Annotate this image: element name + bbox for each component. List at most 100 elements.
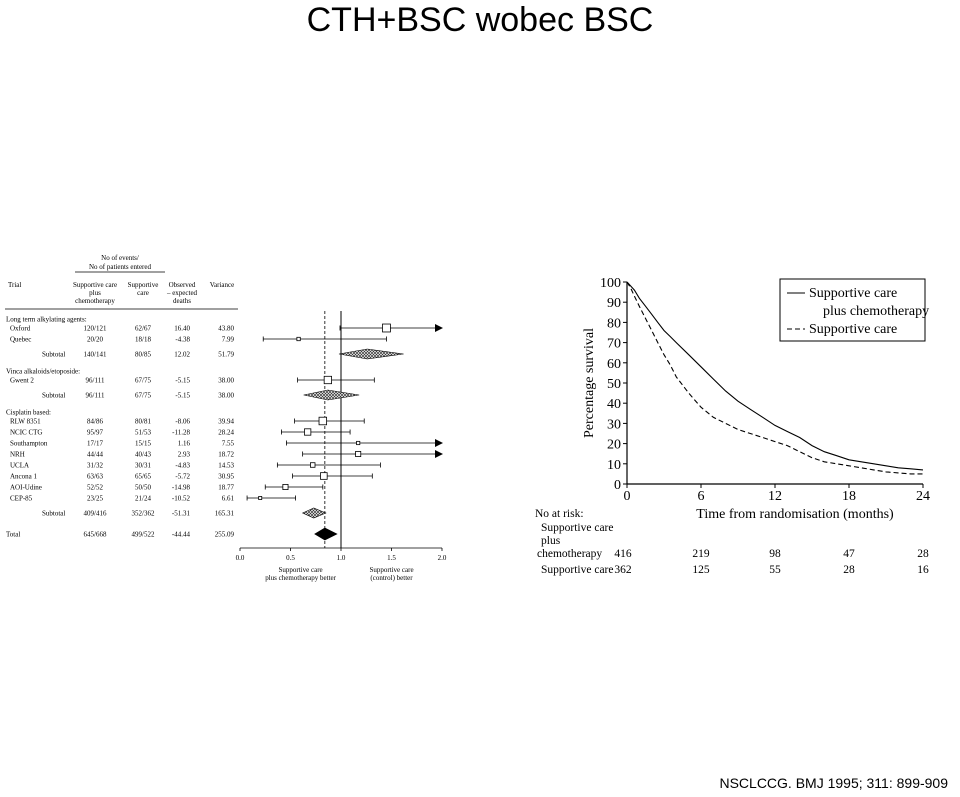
point-estimate	[320, 472, 328, 480]
y-tick-label: 100	[600, 276, 621, 291]
slide-title: CTH+BSC wobec BSC	[306, 1, 654, 39]
cell-support: 50/50	[135, 484, 151, 492]
cell-oe: -5.15	[175, 377, 190, 385]
cell-variance: 39.94	[218, 418, 234, 426]
cell-chemo: 31/32	[87, 462, 103, 470]
x-tick-label: 0.0	[236, 554, 245, 562]
cell-support: 30/31	[135, 462, 151, 470]
legend-label-supportive-care: Supportive care	[809, 322, 897, 337]
cell-chemo: 409/416	[84, 510, 107, 518]
cell-variance: 43.80	[218, 325, 234, 333]
x-tick-label: 6	[698, 489, 705, 504]
x-axis-label: Time from randomisation (months)	[696, 507, 894, 522]
y-tick-label: 20	[607, 438, 621, 453]
cell-oe: -51.31	[172, 510, 191, 518]
cell-chemo: 23/25	[87, 495, 103, 503]
y-tick-label: 80	[607, 316, 621, 331]
col-variance-header: Variance	[210, 281, 234, 289]
point-estimate	[356, 440, 361, 446]
cell-variance: 165.31	[215, 510, 235, 518]
cell-support: 80/85	[135, 351, 151, 359]
trial-name: Quebec	[10, 336, 31, 344]
trial-name: NRH	[10, 451, 25, 459]
at-risk-value: 416	[614, 548, 632, 560]
cell-variance: 6.61	[222, 495, 235, 503]
cell-support: 18/18	[135, 336, 151, 344]
x-tick-label: 1.5	[387, 554, 396, 562]
header-events-group: No of patients entered	[89, 263, 152, 271]
cell-chemo: 84/86	[87, 418, 103, 426]
y-tick-label: 90	[607, 296, 621, 311]
y-tick-label: 70	[607, 337, 621, 352]
cell-support: 51/53	[135, 429, 151, 437]
at-risk-row-label: Supportive care	[541, 564, 614, 576]
legend-label-chemotherapy: Supportive care	[809, 286, 897, 301]
trial-name: Ancona 1	[10, 473, 38, 481]
at-risk-value: 219	[692, 548, 710, 560]
cell-variance: 30.95	[218, 473, 234, 481]
x-tick-label: 12	[768, 489, 782, 504]
at-risk-value: 55	[769, 564, 781, 576]
col-support-header: Supportive	[128, 281, 159, 289]
cell-variance: 51.79	[218, 351, 234, 359]
trial-name: Southampton	[10, 440, 48, 448]
cell-oe: -4.83	[175, 462, 190, 470]
cell-oe: -5.15	[175, 392, 190, 400]
trial-name: Gwent 2	[10, 377, 34, 385]
y-tick-label: 40	[607, 397, 621, 412]
at-risk-value: 125	[692, 564, 710, 576]
cell-chemo: 96/111	[86, 377, 105, 385]
point-estimate	[258, 496, 263, 500]
y-tick-label: 30	[607, 417, 621, 432]
favours-control-label: (control) better	[370, 574, 413, 582]
cell-oe: -44.44	[172, 531, 191, 539]
at-risk-row-label: Supportive care	[541, 522, 614, 534]
survival-curve-chemotherapy	[626, 281, 924, 471]
col-oe-header: deaths	[173, 297, 191, 305]
at-risk-label: No at risk:	[535, 508, 584, 520]
cell-chemo: 96/111	[86, 392, 105, 400]
at-risk-value: 28	[917, 548, 929, 560]
cell-support: 15/15	[135, 440, 151, 448]
col-oe-header: – expected	[166, 289, 198, 297]
point-estimate	[323, 375, 332, 385]
total-label: Total	[6, 531, 20, 539]
col-chemo-header: chemotherapy	[75, 297, 115, 305]
cell-support: 499/522	[132, 531, 155, 539]
cell-support: 40/43	[135, 451, 151, 459]
col-oe-header: Observed	[169, 281, 196, 289]
col-chemo-header: plus	[89, 289, 101, 297]
at-risk-row-label: chemotherapy	[537, 548, 602, 560]
cell-chemo: 17/17	[87, 440, 103, 448]
subtotal-diamond	[301, 507, 327, 519]
cell-support: 67/75	[135, 392, 151, 400]
cell-oe: 2.93	[178, 451, 191, 459]
group-label: Vinca alkaloids/etoposide:	[6, 368, 80, 376]
trial-name: RLW 8351	[10, 418, 41, 426]
cell-chemo: 120/121	[84, 325, 107, 333]
cell-support: 80/81	[135, 418, 151, 426]
trial-name: Oxford	[10, 325, 31, 333]
cell-support: 62/67	[135, 325, 151, 333]
point-estimate	[382, 323, 391, 333]
header-events-group: No of events/	[101, 254, 139, 262]
cell-variance: 28.24	[218, 429, 234, 437]
cell-variance: 255.09	[215, 531, 235, 539]
cell-variance: 38.00	[218, 377, 234, 385]
y-tick-label: 10	[607, 458, 621, 473]
y-tick-label: 0	[614, 478, 621, 493]
cell-variance: 7.99	[222, 336, 235, 344]
at-risk-row-label: plus	[541, 535, 561, 547]
subtotal-label: Subtotal	[42, 392, 65, 400]
trial-name: UCLA	[10, 462, 29, 470]
subtotal-label: Subtotal	[42, 351, 65, 359]
point-estimate	[310, 462, 316, 468]
legend-label-chemotherapy: plus chemotherapy	[823, 304, 929, 319]
cell-support: 67/75	[135, 377, 151, 385]
x-tick-label: 24	[916, 489, 930, 504]
cell-chemo: 20/20	[87, 336, 103, 344]
legend-box	[779, 278, 926, 342]
total-diamond	[314, 527, 338, 541]
cell-chemo: 52/52	[87, 484, 103, 492]
favours-chemo-label: Supportive care	[279, 566, 323, 574]
